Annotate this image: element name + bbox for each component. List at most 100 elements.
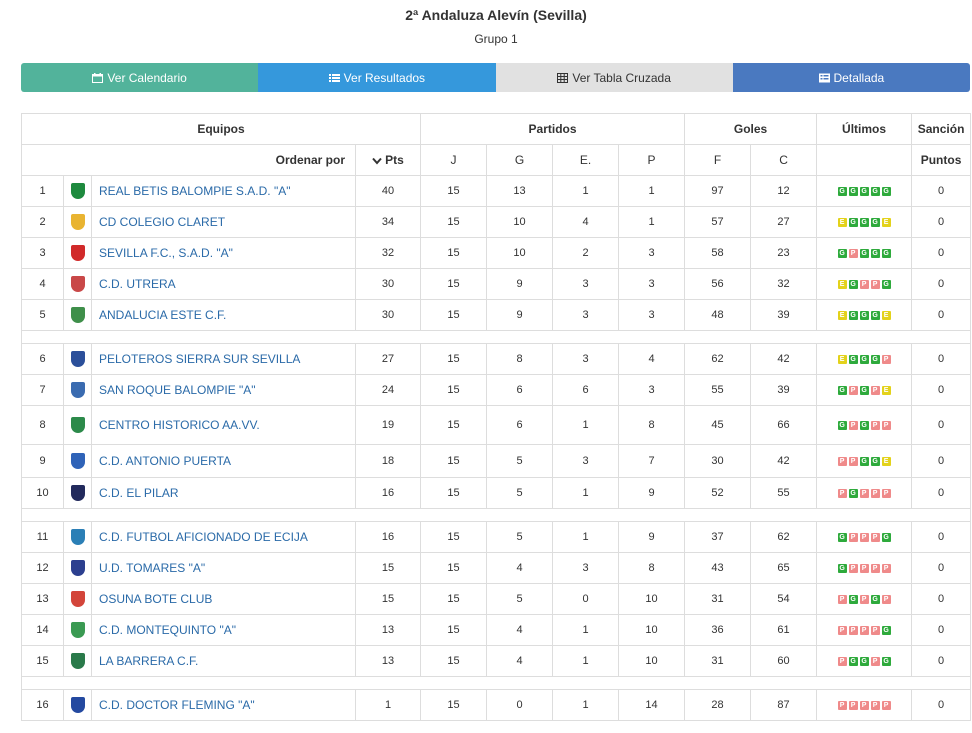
points-cell: 16 bbox=[354, 521, 422, 553]
team-crest-icon bbox=[70, 417, 85, 433]
team-name-link[interactable]: C.D. ANTONIO PUERTA bbox=[91, 444, 356, 478]
goals-for-cell: 37 bbox=[684, 521, 752, 553]
points-cell: 1 bbox=[354, 689, 422, 721]
points-cell: 15 bbox=[354, 552, 422, 584]
tab-ver-resultados[interactable]: Ver Resultados bbox=[258, 63, 496, 92]
position-cell: 4 bbox=[21, 268, 64, 300]
result-badge: P bbox=[870, 386, 880, 396]
team-name-link[interactable]: C.D. DOCTOR FLEMING "A" bbox=[91, 689, 356, 721]
team-name-link[interactable]: C.D. FUTBOL AFICIONADO DE ECIJA bbox=[91, 521, 356, 553]
goals-against-cell: 42 bbox=[750, 343, 818, 375]
team-name-link[interactable]: C.D. MONTEQUINTO "A" bbox=[91, 614, 356, 646]
team-name-link[interactable]: CENTRO HISTORICO AA.VV. bbox=[91, 405, 356, 445]
team-crest-icon bbox=[70, 214, 85, 230]
header-equipos: Equipos bbox=[20, 113, 422, 145]
result-badge: G bbox=[848, 218, 858, 228]
goals-for-cell: 31 bbox=[684, 583, 752, 615]
team-crest-icon bbox=[70, 245, 85, 261]
position-cell: 3 bbox=[21, 237, 64, 269]
team-name-link[interactable]: C.D. EL PILAR bbox=[91, 477, 356, 509]
team-crest-cell bbox=[63, 689, 92, 721]
goals-against-cell: 87 bbox=[750, 689, 818, 721]
lost-cell: 14 bbox=[618, 689, 686, 721]
team-name-link[interactable]: U.D. TOMARES "A" bbox=[91, 552, 356, 584]
team-name-link[interactable]: OSUNA BOTE CLUB bbox=[91, 583, 356, 615]
drawn-cell: 1 bbox=[552, 689, 620, 721]
drawn-cell: 3 bbox=[552, 268, 620, 300]
position-cell: 13 bbox=[21, 583, 64, 615]
goals-against-cell: 39 bbox=[750, 374, 818, 406]
result-badge: G bbox=[881, 187, 891, 197]
team-crest-icon bbox=[70, 529, 85, 545]
tab-label: Ver Tabla Cruzada bbox=[572, 70, 671, 85]
won-cell: 4 bbox=[486, 614, 554, 646]
drawn-cell: 1 bbox=[552, 175, 620, 207]
goals-for-cell: 48 bbox=[684, 299, 752, 331]
drawn-cell: 3 bbox=[552, 552, 620, 584]
team-name-link[interactable]: SEVILLA F.C., S.A.D. "A" bbox=[91, 237, 356, 269]
tab-ver-tabla-cruzada[interactable]: Ver Tabla Cruzada bbox=[495, 63, 733, 92]
team-crest-icon bbox=[70, 276, 85, 292]
result-badge: P bbox=[837, 626, 847, 636]
goals-for-cell: 43 bbox=[684, 552, 752, 584]
played-cell: 15 bbox=[420, 405, 488, 445]
tab-label: Ver Calendario bbox=[107, 70, 187, 85]
result-badge: P bbox=[848, 249, 858, 259]
sanction-points-cell: 0 bbox=[911, 237, 972, 269]
goals-against-cell: 42 bbox=[750, 444, 818, 478]
result-badge: P bbox=[881, 564, 891, 574]
tab-ver-calendario[interactable]: Ver Calendario bbox=[21, 63, 259, 92]
team-name-link[interactable]: C.D. UTRERA bbox=[91, 268, 356, 300]
result-badge: P bbox=[870, 489, 880, 499]
won-cell: 5 bbox=[486, 477, 554, 509]
goals-against-cell: 39 bbox=[750, 299, 818, 331]
tab-label: Ver Resultados bbox=[343, 70, 426, 85]
result-badge: G bbox=[848, 355, 858, 365]
subheader-e: E. bbox=[552, 144, 620, 176]
team-name-link[interactable]: CD COLEGIO CLARET bbox=[91, 206, 356, 238]
group-separator bbox=[20, 676, 972, 690]
goals-for-cell: 30 bbox=[684, 444, 752, 478]
played-cell: 15 bbox=[420, 299, 488, 331]
table-row: 15 LA BARRERA C.F. 13 15 4 1 10 31 60 P G G P G 0 bbox=[21, 645, 972, 677]
subheader-j: J bbox=[420, 144, 488, 176]
position-cell: 10 bbox=[21, 477, 64, 509]
team-crest-icon bbox=[70, 697, 85, 713]
lost-cell: 8 bbox=[618, 552, 686, 584]
result-badge: P bbox=[848, 626, 858, 636]
goals-for-cell: 58 bbox=[684, 237, 752, 269]
sort-pts-button[interactable]: Pts bbox=[354, 144, 422, 176]
tab-detallada[interactable]: Detallada bbox=[732, 63, 970, 92]
goals-for-cell: 52 bbox=[684, 477, 752, 509]
team-name-link[interactable]: LA BARRERA C.F. bbox=[91, 645, 356, 677]
goals-against-cell: 32 bbox=[750, 268, 818, 300]
won-cell: 4 bbox=[486, 552, 554, 584]
team-name-link[interactable]: REAL BETIS BALOMPIE S.A.D. "A" bbox=[91, 175, 356, 207]
team-name-link[interactable]: SAN ROQUE BALOMPIE "A" bbox=[91, 374, 356, 406]
result-badge: G bbox=[848, 311, 858, 321]
result-badge: G bbox=[848, 280, 858, 290]
result-badge: E bbox=[837, 280, 847, 290]
calendar-icon bbox=[92, 72, 104, 83]
lost-cell: 3 bbox=[618, 237, 686, 269]
team-name-link[interactable]: PELOTEROS SIERRA SUR SEVILLA bbox=[91, 343, 356, 375]
result-badge: P bbox=[848, 386, 858, 396]
played-cell: 15 bbox=[420, 614, 488, 646]
result-badge: G bbox=[848, 657, 858, 667]
team-name-link[interactable]: ANDALUCIA ESTE C.F. bbox=[91, 299, 356, 331]
sanction-points-cell: 0 bbox=[911, 206, 972, 238]
table-row: 13 OSUNA BOTE CLUB 15 15 5 0 10 31 54 P G P G P 0 bbox=[21, 583, 972, 615]
result-badge: G bbox=[870, 218, 880, 228]
drawn-cell: 6 bbox=[552, 374, 620, 406]
group-separator bbox=[20, 508, 972, 522]
position-cell: 16 bbox=[21, 689, 64, 721]
points-cell: 15 bbox=[354, 583, 422, 615]
result-badge: G bbox=[848, 595, 858, 605]
